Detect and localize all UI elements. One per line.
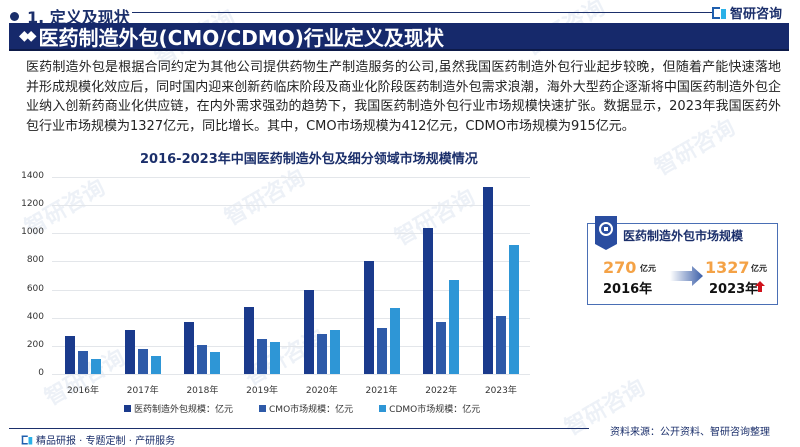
kpi-end-unit: 亿元 xyxy=(751,264,767,273)
brand-logo-icon xyxy=(711,6,726,20)
legend-label: CDMO市场规模：亿元 xyxy=(389,405,481,415)
bar xyxy=(316,334,327,374)
footer-divider xyxy=(9,428,189,429)
legend-swatch-icon xyxy=(124,405,131,412)
x-axis-tick: 2021年 xyxy=(365,386,398,396)
section-title: 1. 定义及现状 xyxy=(27,8,130,27)
intro-paragraph: 医药制造外包是根据合同约定为其他公司提供药物生产制造服务的公司,虽然我国医药制造… xyxy=(26,60,781,134)
bar xyxy=(436,322,447,374)
source-note: 资料来源：公开资料、智研咨询整理 xyxy=(610,427,770,438)
chart-legend: 医药制造外包规模：亿元 CMO市场规模：亿元 CDMO市场规模：亿元 xyxy=(124,402,506,415)
bar xyxy=(150,355,161,374)
x-axis-tick: 2023年 xyxy=(484,386,517,396)
footer-tagline: 精品研报 · 专题定制 · 产研服务 xyxy=(20,432,175,447)
legend-label: 医药制造外包规模：亿元 xyxy=(134,405,234,415)
x-axis-tick: 2017年 xyxy=(126,386,159,396)
up-arrow-icon xyxy=(755,281,765,292)
gridline xyxy=(52,374,530,375)
bullet-dot-icon xyxy=(10,11,19,21)
brand-name: 智研咨询 xyxy=(729,7,782,22)
gridline xyxy=(52,233,530,235)
bar xyxy=(184,322,195,374)
header-divider xyxy=(315,12,713,13)
chart-title: 2016-2023年中国医药制造外包及细分领域市场规模情况 xyxy=(140,152,478,167)
x-axis-tick: 2022年 xyxy=(425,386,458,396)
tagline-text: 精品研报 · 专题定制 · 产研服务 xyxy=(36,436,176,447)
gridline xyxy=(52,261,530,263)
brand-logo-icon xyxy=(21,434,33,445)
gridline xyxy=(52,317,530,319)
bar xyxy=(508,245,519,374)
arrow-right-icon xyxy=(670,266,703,286)
bar xyxy=(376,328,387,374)
bar xyxy=(124,330,135,374)
legend-swatch-icon xyxy=(259,405,267,412)
kpi-badge xyxy=(595,216,617,250)
y-axis-tick: 200 xyxy=(26,339,44,350)
kpi-end-year: 2023年 xyxy=(709,282,759,297)
bar xyxy=(244,307,255,374)
x-axis-tick: 2016年 xyxy=(67,386,99,396)
bar xyxy=(363,260,374,374)
kpi-end-value: 1327 xyxy=(705,258,750,277)
diamond-icon: ◆◆ xyxy=(19,28,36,44)
kpi-card: 医药制造外包市场规模 270 亿元 2016年 1327 亿元 2023年 xyxy=(587,216,778,305)
bar xyxy=(303,289,314,374)
bar xyxy=(495,316,506,374)
y-axis-tick: 600 xyxy=(26,283,44,294)
bar xyxy=(197,345,208,374)
bar xyxy=(91,359,101,374)
x-axis-tick: 2018年 xyxy=(186,386,219,396)
kpi-start-unit: 亿元 xyxy=(640,264,656,273)
bar xyxy=(423,228,434,374)
kpi-start-value: 270 xyxy=(603,258,637,277)
bar xyxy=(210,352,221,374)
y-axis-tick: 800 xyxy=(26,255,44,266)
section-header: 1. 定义及现状 xyxy=(10,4,130,28)
kpi-start-year: 2016年 xyxy=(603,282,653,297)
legend-item: CMO市场规模：亿元 xyxy=(259,402,353,415)
bar xyxy=(329,330,340,374)
bar xyxy=(270,342,281,374)
page-title: 医药制造外包(CMO/CDMO)行业定义及现状 xyxy=(38,25,444,50)
bar xyxy=(389,307,400,374)
gridline xyxy=(52,205,530,207)
gridline xyxy=(52,289,530,291)
y-axis-tick: 1200 xyxy=(21,199,44,210)
footer-divider xyxy=(189,428,589,429)
bar-chart: 0 200 400 600 800 1000 1200 1400 2016年 2017年 2018年… xyxy=(0,160,560,420)
header-divider xyxy=(132,12,315,13)
chart-pie-icon xyxy=(599,222,613,236)
bar xyxy=(65,336,75,374)
y-axis-tick: 1400 xyxy=(21,171,44,181)
gridline xyxy=(52,177,530,178)
y-axis-tick: 0 xyxy=(38,368,44,378)
y-axis-tick: 1000 xyxy=(21,227,44,238)
legend-swatch-icon xyxy=(379,405,387,412)
bar xyxy=(449,280,460,374)
legend-item: CDMO市场规模：亿元 xyxy=(379,402,480,415)
legend-item: 医药制造外包规模：亿元 xyxy=(124,402,233,415)
y-axis-tick: 400 xyxy=(26,311,44,322)
bar xyxy=(257,338,268,374)
gridline xyxy=(52,345,530,347)
brand-logo: 智研咨询 xyxy=(711,3,782,22)
x-axis-tick: 2020年 xyxy=(305,386,338,396)
x-axis-tick: 2019年 xyxy=(246,386,279,396)
bar xyxy=(482,187,493,374)
title-banner: ◆◆ 医药制造外包(CMO/CDMO)行业定义及现状 xyxy=(9,23,789,51)
legend-label: CMO市场规模：亿元 xyxy=(269,405,354,415)
bar xyxy=(137,349,148,374)
kpi-title: 医药制造外包市场规模 xyxy=(623,229,744,243)
bar xyxy=(78,351,88,374)
